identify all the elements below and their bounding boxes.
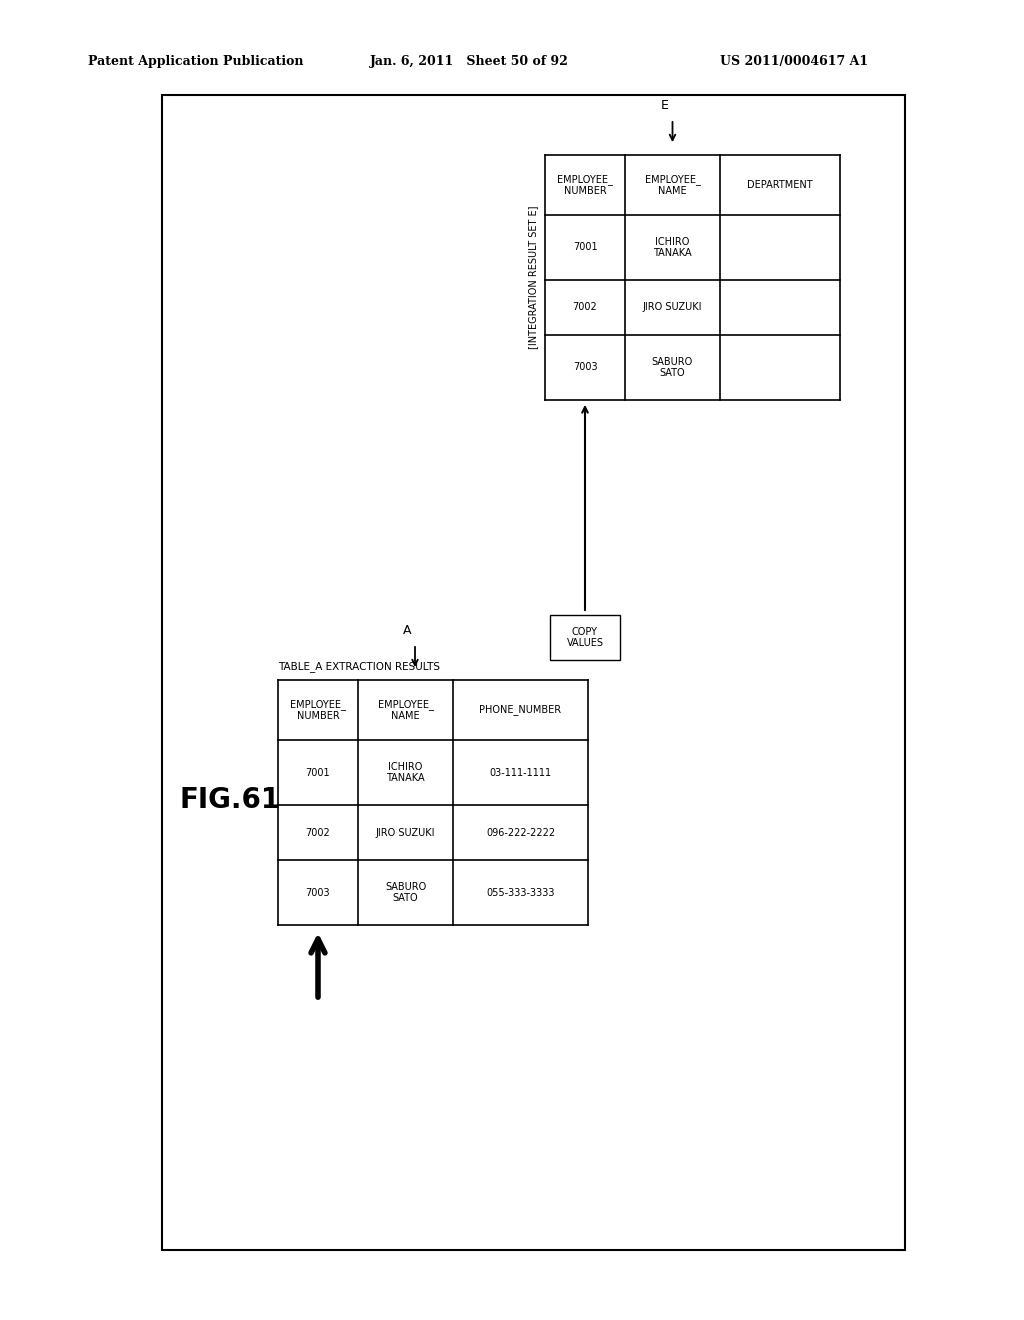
Text: Jan. 6, 2011   Sheet 50 of 92: Jan. 6, 2011 Sheet 50 of 92 [370, 55, 569, 69]
Text: 7003: 7003 [306, 887, 331, 898]
Text: A: A [402, 624, 412, 638]
Text: E: E [660, 99, 669, 112]
Text: EMPLOYEE_
NUMBER: EMPLOYEE_ NUMBER [290, 698, 346, 721]
Text: ICHIRO
TANAKA: ICHIRO TANAKA [653, 236, 692, 259]
Bar [550, 615, 620, 660]
Text: 096-222-2222: 096-222-2222 [486, 828, 555, 837]
Text: DEPARTMENT: DEPARTMENT [748, 180, 813, 190]
Bar [162, 95, 905, 1250]
Text: ICHIRO
TANAKA: ICHIRO TANAKA [386, 762, 425, 783]
Text: SABURO
SATO: SABURO SATO [385, 882, 426, 903]
Text: JIRO SUZUKI: JIRO SUZUKI [376, 828, 435, 837]
Text: 7001: 7001 [572, 243, 597, 252]
Text: JIRO SUZUKI: JIRO SUZUKI [643, 302, 702, 313]
Text: 7002: 7002 [572, 302, 597, 313]
Text: 03-111-1111: 03-111-1111 [489, 767, 552, 777]
Text: 055-333-3333: 055-333-3333 [486, 887, 555, 898]
Text: 7001: 7001 [306, 767, 331, 777]
Text: SABURO
SATO: SABURO SATO [652, 356, 693, 379]
Text: PHONE_NUMBER: PHONE_NUMBER [479, 705, 561, 715]
Text: TABLE_A EXTRACTION RESULTS: TABLE_A EXTRACTION RESULTS [278, 661, 440, 672]
Text: FIG.61: FIG.61 [179, 785, 281, 814]
Text: EMPLOYEE_
NUMBER: EMPLOYEE_ NUMBER [557, 174, 613, 197]
Text: 7003: 7003 [572, 363, 597, 372]
Text: 7002: 7002 [305, 828, 331, 837]
Text: EMPLOYEE_
NAME: EMPLOYEE_ NAME [378, 698, 433, 721]
Text: US 2011/0004617 A1: US 2011/0004617 A1 [720, 55, 868, 69]
Text: COPY
VALUES: COPY VALUES [566, 627, 603, 648]
Text: [INTEGRATION RESULT SET E]: [INTEGRATION RESULT SET E] [528, 206, 538, 350]
Text: EMPLOYEE_
NAME: EMPLOYEE_ NAME [644, 174, 700, 197]
Text: Patent Application Publication: Patent Application Publication [88, 55, 303, 69]
